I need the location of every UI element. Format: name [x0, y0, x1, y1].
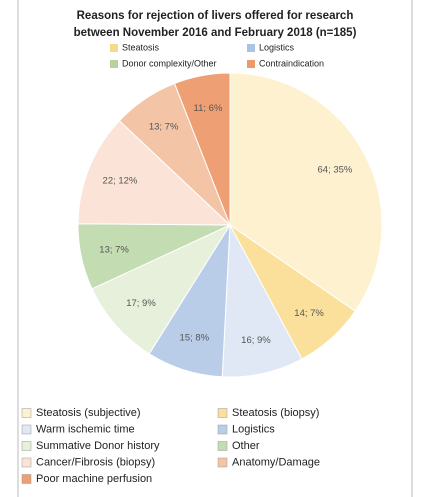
- group-legend-label: Contraindication: [259, 58, 324, 68]
- legend-swatch: [217, 457, 228, 468]
- legend-label: Poor machine perfusion: [36, 473, 152, 485]
- legend-swatch: [21, 408, 32, 418]
- legend-label: Other: [232, 440, 260, 452]
- chart-title: between November 2016 and February 2018 …: [74, 27, 357, 39]
- pie-slice: [229, 72, 383, 312]
- data-label: 14; 7%: [294, 308, 324, 319]
- pie-slice: [91, 223, 232, 355]
- data-label: 11; 6%: [194, 103, 223, 114]
- data-label: 13; 7%: [99, 244, 129, 255]
- legend-label: Anatomy/Damage: [232, 456, 320, 468]
- legend-swatch: [217, 441, 228, 451]
- data-label: 17; 9%: [126, 298, 156, 309]
- data-label: 22; 12%: [103, 175, 138, 186]
- legend-label: Steatosis (biopsy): [232, 407, 319, 419]
- group-legend-label: Steatosis: [122, 42, 160, 52]
- group-legend-label: Donor complexity/Other: [122, 58, 217, 68]
- pie-slice: [173, 72, 231, 226]
- data-label: 64; 35%: [318, 164, 353, 175]
- legend-swatch: [21, 457, 32, 468]
- legend-label: Cancer/Fibrosis (biopsy): [36, 456, 155, 468]
- legend-label: Steatosis (subjective): [36, 407, 141, 419]
- legend-label: Logistics: [232, 423, 275, 435]
- group-legend-swatch: [247, 44, 255, 52]
- group-legend-swatch: [110, 60, 118, 68]
- legend-swatch: [217, 424, 228, 435]
- data-label: 15; 8%: [180, 333, 210, 344]
- legend-swatch: [217, 408, 228, 418]
- legend-swatch: [21, 441, 32, 451]
- legend-swatch: [21, 474, 32, 484]
- data-label: 16; 9%: [241, 335, 271, 346]
- data-label: 13; 7%: [149, 121, 179, 132]
- legend-label: Warm ischemic time: [36, 423, 135, 435]
- group-legend-label: Logistics: [259, 42, 295, 52]
- group-legend-swatch: [247, 60, 255, 68]
- pie-slice: [221, 223, 303, 378]
- chart-title: Reasons for rejection of livers offered …: [77, 10, 354, 22]
- legend-label: Summative Donor history: [36, 440, 160, 452]
- group-legend-swatch: [110, 44, 118, 52]
- pie-slice: [77, 120, 232, 226]
- legend-swatch: [21, 424, 32, 435]
